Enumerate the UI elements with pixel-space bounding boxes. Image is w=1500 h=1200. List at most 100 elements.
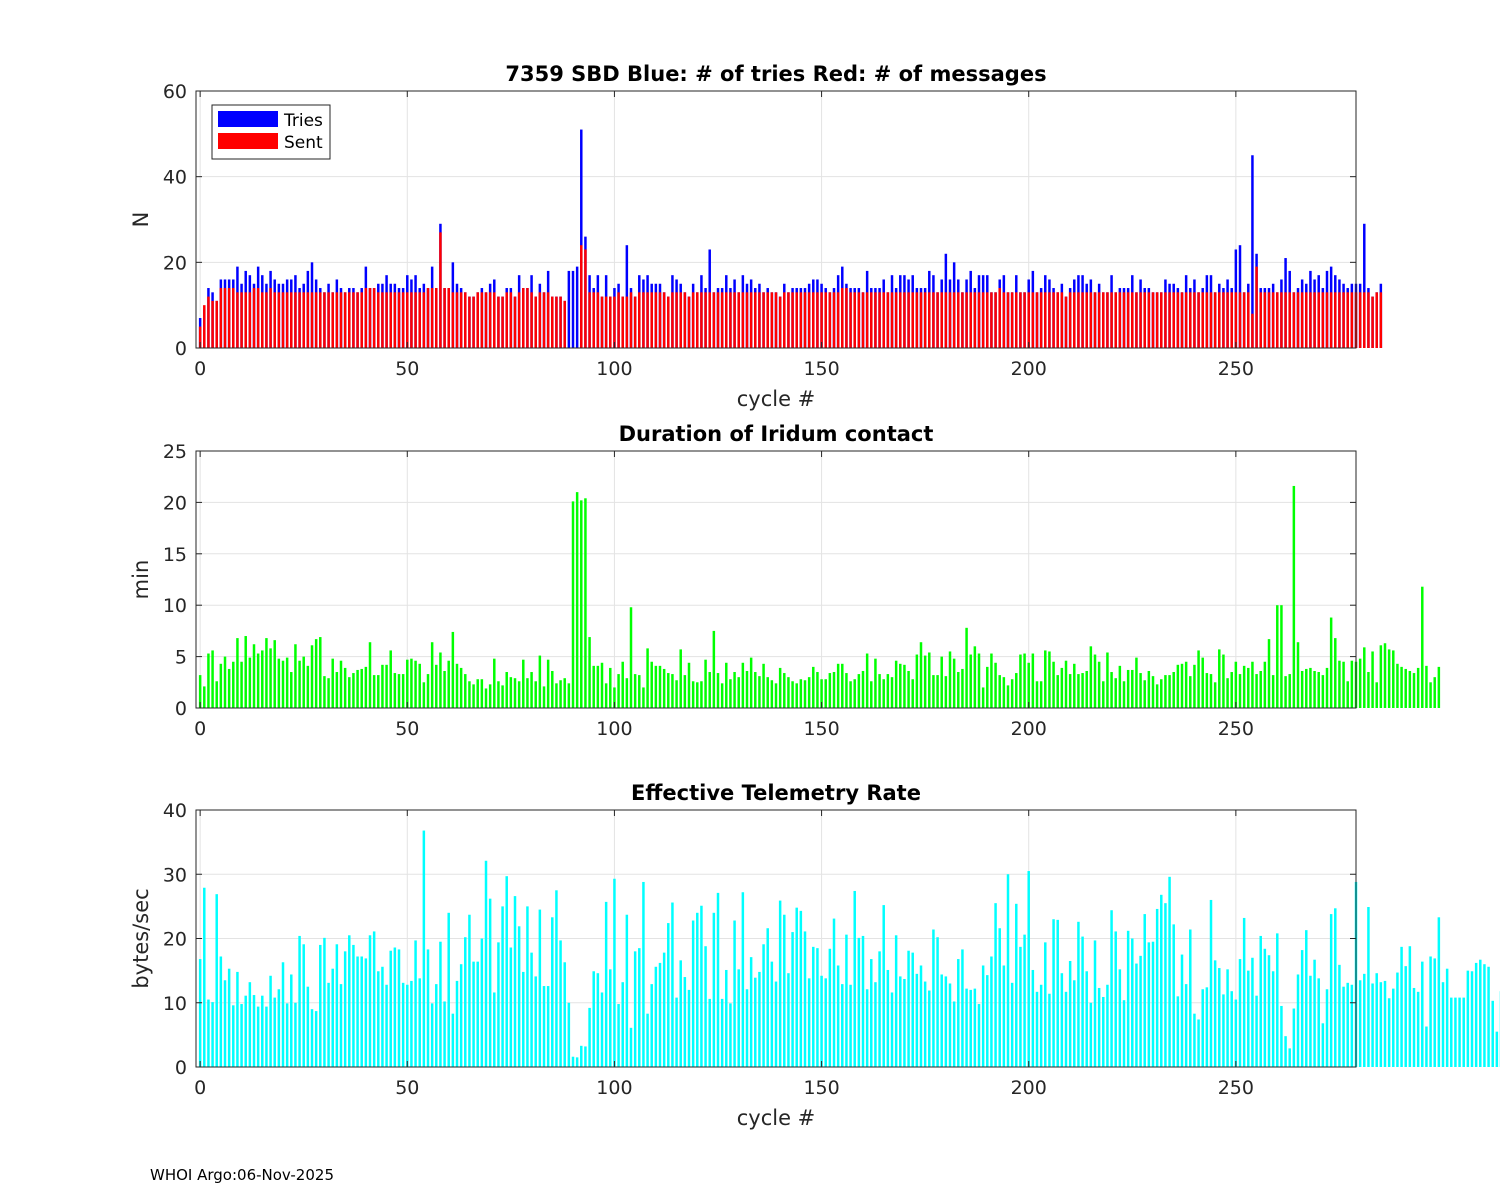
bar bbox=[832, 292, 836, 348]
bar bbox=[662, 668, 666, 708]
bar bbox=[923, 655, 927, 708]
bar bbox=[981, 965, 985, 1067]
bar bbox=[836, 292, 840, 348]
bar bbox=[1193, 292, 1196, 348]
bar bbox=[1019, 654, 1022, 708]
bar bbox=[737, 677, 740, 708]
bar bbox=[899, 292, 902, 348]
bar bbox=[443, 670, 446, 708]
bar bbox=[327, 678, 330, 708]
bar bbox=[588, 1007, 591, 1067]
bar bbox=[687, 296, 691, 348]
bar bbox=[778, 900, 782, 1067]
bar bbox=[211, 300, 214, 348]
bar bbox=[629, 1027, 633, 1067]
bar bbox=[1379, 982, 1383, 1067]
bar bbox=[588, 637, 591, 708]
bar bbox=[319, 292, 322, 348]
bar bbox=[1155, 908, 1159, 1067]
bar bbox=[1139, 292, 1142, 348]
bar bbox=[215, 300, 218, 348]
chart-panel-3: 0 50 100 150 200 250 0 10 20 30 40 Effective Teleme… bbox=[129, 781, 1500, 1130]
bar bbox=[936, 937, 939, 1067]
bar bbox=[952, 292, 956, 348]
bar bbox=[1425, 665, 1428, 708]
bar bbox=[1387, 998, 1391, 1067]
bar bbox=[944, 292, 948, 348]
bar bbox=[372, 931, 376, 1067]
bar bbox=[352, 944, 355, 1067]
bar bbox=[878, 674, 881, 708]
bar bbox=[1358, 292, 1362, 348]
bar bbox=[1197, 650, 1200, 708]
bar bbox=[1392, 988, 1395, 1067]
x-tick-label: 200 bbox=[1011, 1077, 1047, 1099]
bar bbox=[451, 1013, 455, 1067]
bar bbox=[766, 928, 769, 1067]
bar bbox=[1097, 292, 1101, 348]
bar bbox=[915, 973, 919, 1067]
bar bbox=[575, 1057, 579, 1067]
bar bbox=[787, 292, 790, 348]
bar bbox=[853, 890, 856, 1067]
y-tick-label: 5 bbox=[175, 647, 187, 669]
bar bbox=[957, 672, 960, 708]
bar bbox=[385, 292, 388, 348]
bar bbox=[580, 129, 583, 348]
bar bbox=[426, 949, 430, 1067]
bar bbox=[397, 292, 401, 348]
bar bbox=[435, 984, 438, 1067]
bar bbox=[1259, 670, 1262, 708]
bar bbox=[1197, 1019, 1200, 1067]
bar bbox=[596, 973, 600, 1067]
bar bbox=[1296, 292, 1300, 348]
bar bbox=[704, 946, 707, 1067]
bar bbox=[791, 932, 794, 1067]
bar bbox=[1184, 292, 1188, 348]
bar bbox=[418, 978, 421, 1067]
bar bbox=[410, 980, 413, 1067]
bar bbox=[948, 983, 952, 1067]
bar bbox=[1412, 673, 1416, 708]
bar bbox=[372, 288, 376, 348]
bar bbox=[700, 681, 703, 708]
bar bbox=[865, 989, 869, 1067]
bar bbox=[227, 968, 231, 1067]
bar bbox=[439, 652, 442, 708]
bar bbox=[928, 292, 931, 348]
bar bbox=[1267, 955, 1271, 1067]
bar bbox=[741, 662, 745, 708]
bar bbox=[360, 668, 363, 708]
bar bbox=[1329, 617, 1333, 708]
bar bbox=[1350, 660, 1354, 708]
bar bbox=[509, 292, 513, 348]
bar bbox=[1367, 672, 1370, 708]
bar bbox=[397, 949, 401, 1067]
bar bbox=[948, 292, 952, 348]
bar bbox=[1015, 903, 1018, 1067]
bar bbox=[1180, 663, 1184, 708]
bar bbox=[861, 292, 865, 348]
bar bbox=[1073, 663, 1076, 708]
x-tick-label: 50 bbox=[395, 358, 419, 380]
x-tick-label: 250 bbox=[1218, 358, 1254, 380]
bar bbox=[849, 681, 852, 708]
bar bbox=[828, 673, 832, 708]
bar bbox=[1400, 946, 1403, 1067]
bar bbox=[886, 674, 890, 708]
bar bbox=[1309, 975, 1312, 1067]
bar bbox=[923, 981, 927, 1067]
bar bbox=[994, 292, 997, 348]
bar bbox=[1160, 894, 1163, 1067]
bar bbox=[294, 1002, 297, 1067]
bar bbox=[215, 894, 218, 1067]
bar bbox=[1350, 292, 1354, 348]
bar bbox=[567, 683, 571, 708]
bar bbox=[613, 296, 616, 348]
bar bbox=[580, 500, 583, 708]
series-series-1 bbox=[198, 485, 1441, 708]
bar bbox=[435, 288, 438, 348]
bar bbox=[219, 663, 223, 708]
bar bbox=[1180, 954, 1184, 1067]
